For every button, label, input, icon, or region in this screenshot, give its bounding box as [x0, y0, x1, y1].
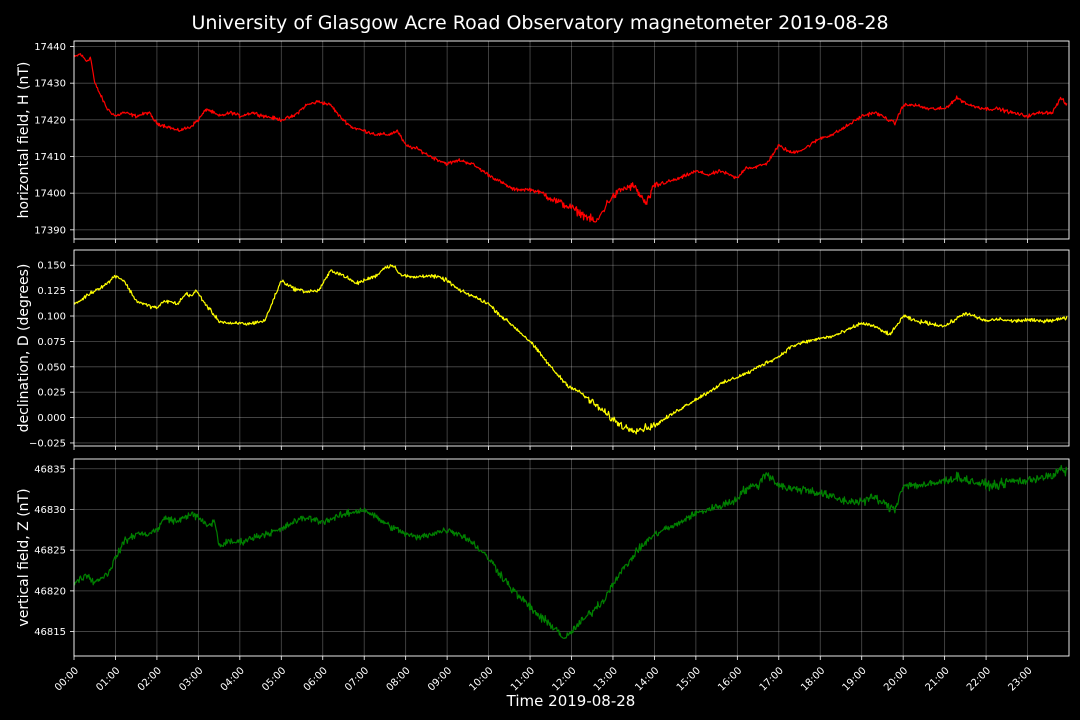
y-tick-label: 17430: [34, 79, 66, 90]
panel-1: 17390 17400 17410 17420 17430 17440horizontal…: [16, 40, 1070, 243]
chart-title: University of Glasgow Acre Road Observat…: [191, 12, 888, 34]
plot-frame: [73, 458, 1070, 657]
y-tick-label: 0.150: [37, 261, 66, 272]
y-tick-label: 17400: [34, 189, 66, 200]
y-axis-label: vertical field, Z (nT): [16, 488, 32, 626]
y-axis-label: horizontal field, H (nT): [16, 62, 32, 219]
y-tick-label: 0.050: [37, 362, 66, 373]
series-line: [73, 53, 1068, 223]
series-line: [73, 464, 1068, 639]
x-axis-label: Time 2019-08-28: [506, 692, 636, 710]
plot-frame: [73, 249, 1070, 447]
y-tick-label: 46820: [34, 586, 66, 597]
y-tick-label: −0.025: [29, 438, 66, 449]
y-tick-label: 0.125: [37, 286, 66, 297]
y-tick-label: 46835: [34, 464, 66, 475]
y-tick-label: 0.075: [37, 337, 66, 348]
y-tick-label: 17410: [34, 152, 66, 163]
y-tick-label: 17420: [34, 115, 66, 126]
y-tick-label: 0.025: [37, 388, 66, 399]
y-tick-label: 46825: [34, 546, 66, 557]
y-tick-label: 0.100: [37, 312, 66, 323]
y-axis-label: declination, D (degrees): [16, 264, 32, 433]
y-tick-label: 46830: [34, 505, 66, 516]
y-tick-label: 0.000: [37, 413, 66, 424]
panel-3: 46815 46820 46825 46830 46835 vertical field,…: [16, 458, 1070, 660]
series-line: [73, 264, 1068, 435]
plot-frame: [73, 40, 1070, 240]
y-tick-label: 46815: [34, 627, 66, 638]
panel-2: −0.025 0.000 0.025 0.050 0.075 0.100 0.125 0.15…: [16, 249, 1070, 450]
y-tick-label: 17390: [34, 225, 66, 236]
y-tick-label: 17440: [34, 42, 66, 53]
